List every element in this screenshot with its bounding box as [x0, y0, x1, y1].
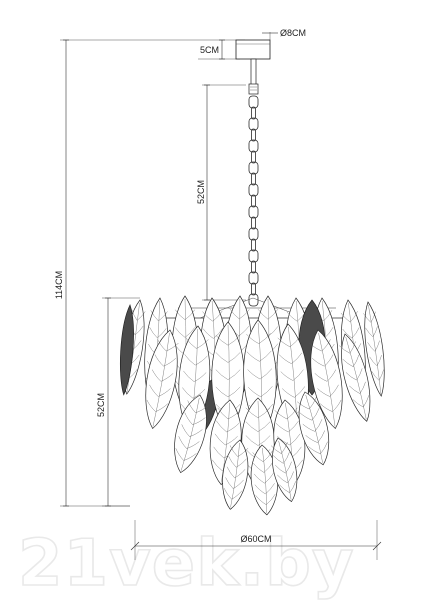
body-diameter-dimension: Ø60CM [130, 520, 382, 560]
leaf-shade [270, 437, 298, 503]
chain-link [248, 139, 259, 153]
canopy-diameter-dimension: Ø8CM [262, 28, 306, 40]
leaf-shade [339, 333, 371, 422]
chain-link [248, 227, 259, 241]
leaf-shade [174, 394, 209, 474]
leaf-shade [119, 304, 134, 396]
chain-length-dimension: 52CM [196, 84, 246, 301]
chain-link [251, 128, 256, 142]
leaf-shade [250, 444, 279, 516]
chain-link [251, 172, 256, 186]
body-height-label: 52CM [96, 393, 106, 417]
suspension-chain [248, 95, 259, 307]
leaf-shade [309, 329, 343, 430]
chain-length-label: 52CM [196, 180, 206, 204]
leaf-shade [297, 391, 330, 466]
body-diameter-label: Ø60CM [240, 534, 271, 544]
chain-link [251, 216, 256, 230]
chain-link [248, 117, 259, 131]
canopy-diameter-label: Ø8CM [280, 28, 306, 38]
chain-link [251, 150, 256, 164]
chain-link [248, 293, 259, 307]
chain-link [248, 161, 259, 175]
leaf-shade [145, 329, 179, 430]
chain-link [251, 106, 256, 120]
chandelier-body [119, 295, 385, 516]
ceiling-canopy [235, 39, 271, 95]
chain-link [248, 95, 259, 109]
chain-link [251, 282, 256, 296]
chain-link [251, 260, 256, 274]
leaf-shade [222, 439, 249, 510]
leaf-shade [363, 301, 385, 397]
chain-link [251, 194, 256, 208]
watermark: 21vek.by [18, 527, 355, 600]
body-height-dimension: 52CM [96, 297, 140, 507]
canopy-height-dimension: 5CM [198, 39, 240, 60]
chain-link [248, 271, 259, 285]
total-height-label: 114CM [54, 271, 64, 299]
canopy-height-label: 5CM [200, 45, 219, 55]
chain-link [251, 238, 256, 252]
chain-link [248, 249, 259, 263]
chain-link [248, 183, 259, 197]
chain-link [248, 205, 259, 219]
